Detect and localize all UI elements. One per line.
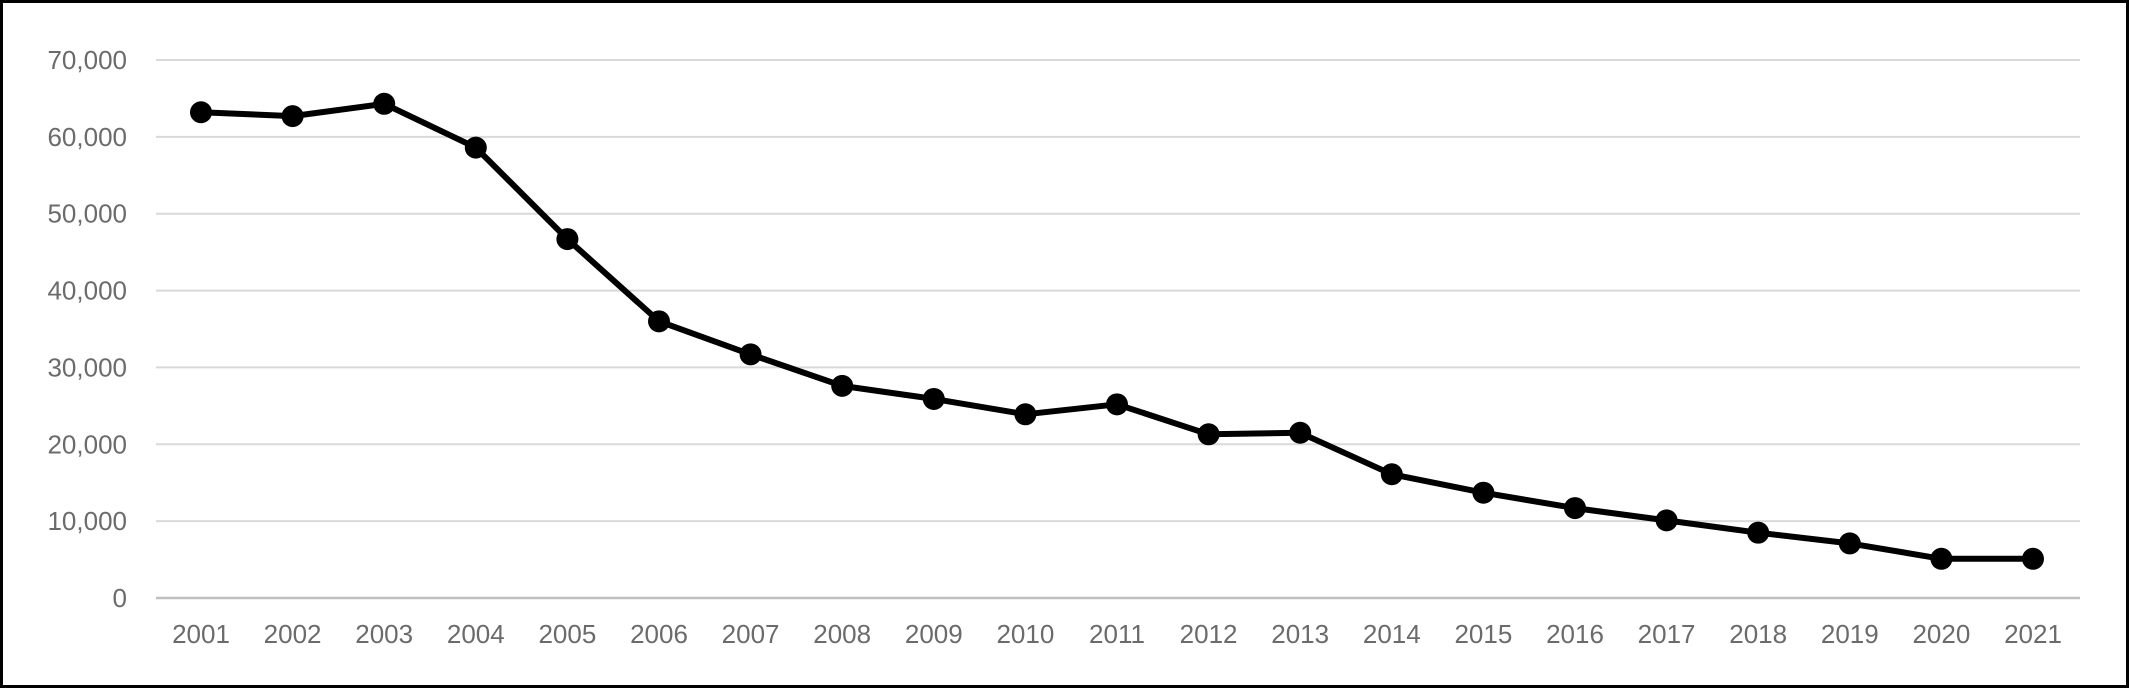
- y-tick-label: 40,000: [47, 276, 127, 306]
- x-tick-label: 2017: [1638, 619, 1696, 649]
- data-point-2008: [831, 374, 854, 397]
- y-tick-label: 0: [113, 583, 127, 613]
- data-point-2017: [1655, 509, 1678, 532]
- x-tick-label: 2012: [1180, 619, 1238, 649]
- x-tick-label: 2004: [447, 619, 505, 649]
- data-point-2009: [922, 387, 945, 410]
- series-line-layer: [198, 100, 2036, 562]
- data-point-2012: [1197, 423, 1220, 446]
- x-tick-label: 2005: [538, 619, 596, 649]
- y-tick-label: 20,000: [47, 429, 127, 459]
- x-tick-label: 2011: [1089, 619, 1145, 649]
- y-tick-label: 70,000: [47, 45, 127, 75]
- line-chart: 0 10,000 20,000 30,000 40,000 50,000 60,000 70,…: [47, 45, 2080, 649]
- x-tick-label: 2008: [813, 619, 871, 649]
- x-tick-label: 2010: [996, 619, 1054, 649]
- data-point-2010: [1014, 403, 1037, 426]
- x-tick-label: 2003: [355, 619, 413, 649]
- y-axis-tick-labels: 0 10,000 20,000 30,000 40,000 50,000 60,000 70,…: [47, 45, 127, 613]
- x-tick-label: 2013: [1271, 619, 1329, 649]
- x-tick-label: 2016: [1546, 619, 1604, 649]
- x-tick-label: 2001: [172, 619, 230, 649]
- data-point-2003: [373, 92, 396, 115]
- data-point-2007: [739, 343, 762, 366]
- data-point-2013: [1289, 421, 1312, 444]
- x-tick-label: 2006: [630, 619, 688, 649]
- series-points: [190, 92, 2044, 570]
- x-tick-label: 2009: [905, 619, 963, 649]
- y-tick-label: 30,000: [47, 352, 127, 382]
- series-line: [198, 100, 2036, 562]
- y-tick-label: 60,000: [47, 122, 127, 152]
- gridlines: [156, 59, 2080, 600]
- x-tick-label: 2015: [1454, 619, 1512, 649]
- x-tick-label: 2021: [2004, 619, 2062, 649]
- data-point-2004: [464, 136, 487, 159]
- x-tick-label: 2002: [264, 619, 322, 649]
- y-tick-label: 10,000: [47, 506, 127, 536]
- data-point-2006: [648, 310, 670, 333]
- data-point-2001: [190, 101, 212, 124]
- y-tick-label: 50,000: [47, 199, 127, 229]
- data-point-2021: [2022, 547, 2044, 570]
- x-tick-label: 2007: [722, 619, 780, 649]
- data-point-2020: [1930, 547, 1953, 570]
- data-point-2002: [281, 105, 304, 128]
- x-tick-label: 2019: [1821, 619, 1879, 649]
- data-point-2019: [1838, 532, 1861, 555]
- data-point-2016: [1564, 497, 1586, 520]
- x-tick-label: 2014: [1363, 619, 1421, 649]
- data-point-2015: [1472, 481, 1495, 504]
- data-point-2005: [556, 228, 579, 251]
- data-point-2011: [1106, 393, 1128, 416]
- x-tick-label: 2018: [1729, 619, 1787, 649]
- data-point-2018: [1747, 521, 1770, 544]
- x-axis-tick-labels: 2001 2002 2003 2004 2005 2006 2007 2008 2009 2010…: [172, 619, 2062, 649]
- data-point-2014: [1380, 463, 1403, 486]
- x-tick-label: 2020: [1912, 619, 1970, 649]
